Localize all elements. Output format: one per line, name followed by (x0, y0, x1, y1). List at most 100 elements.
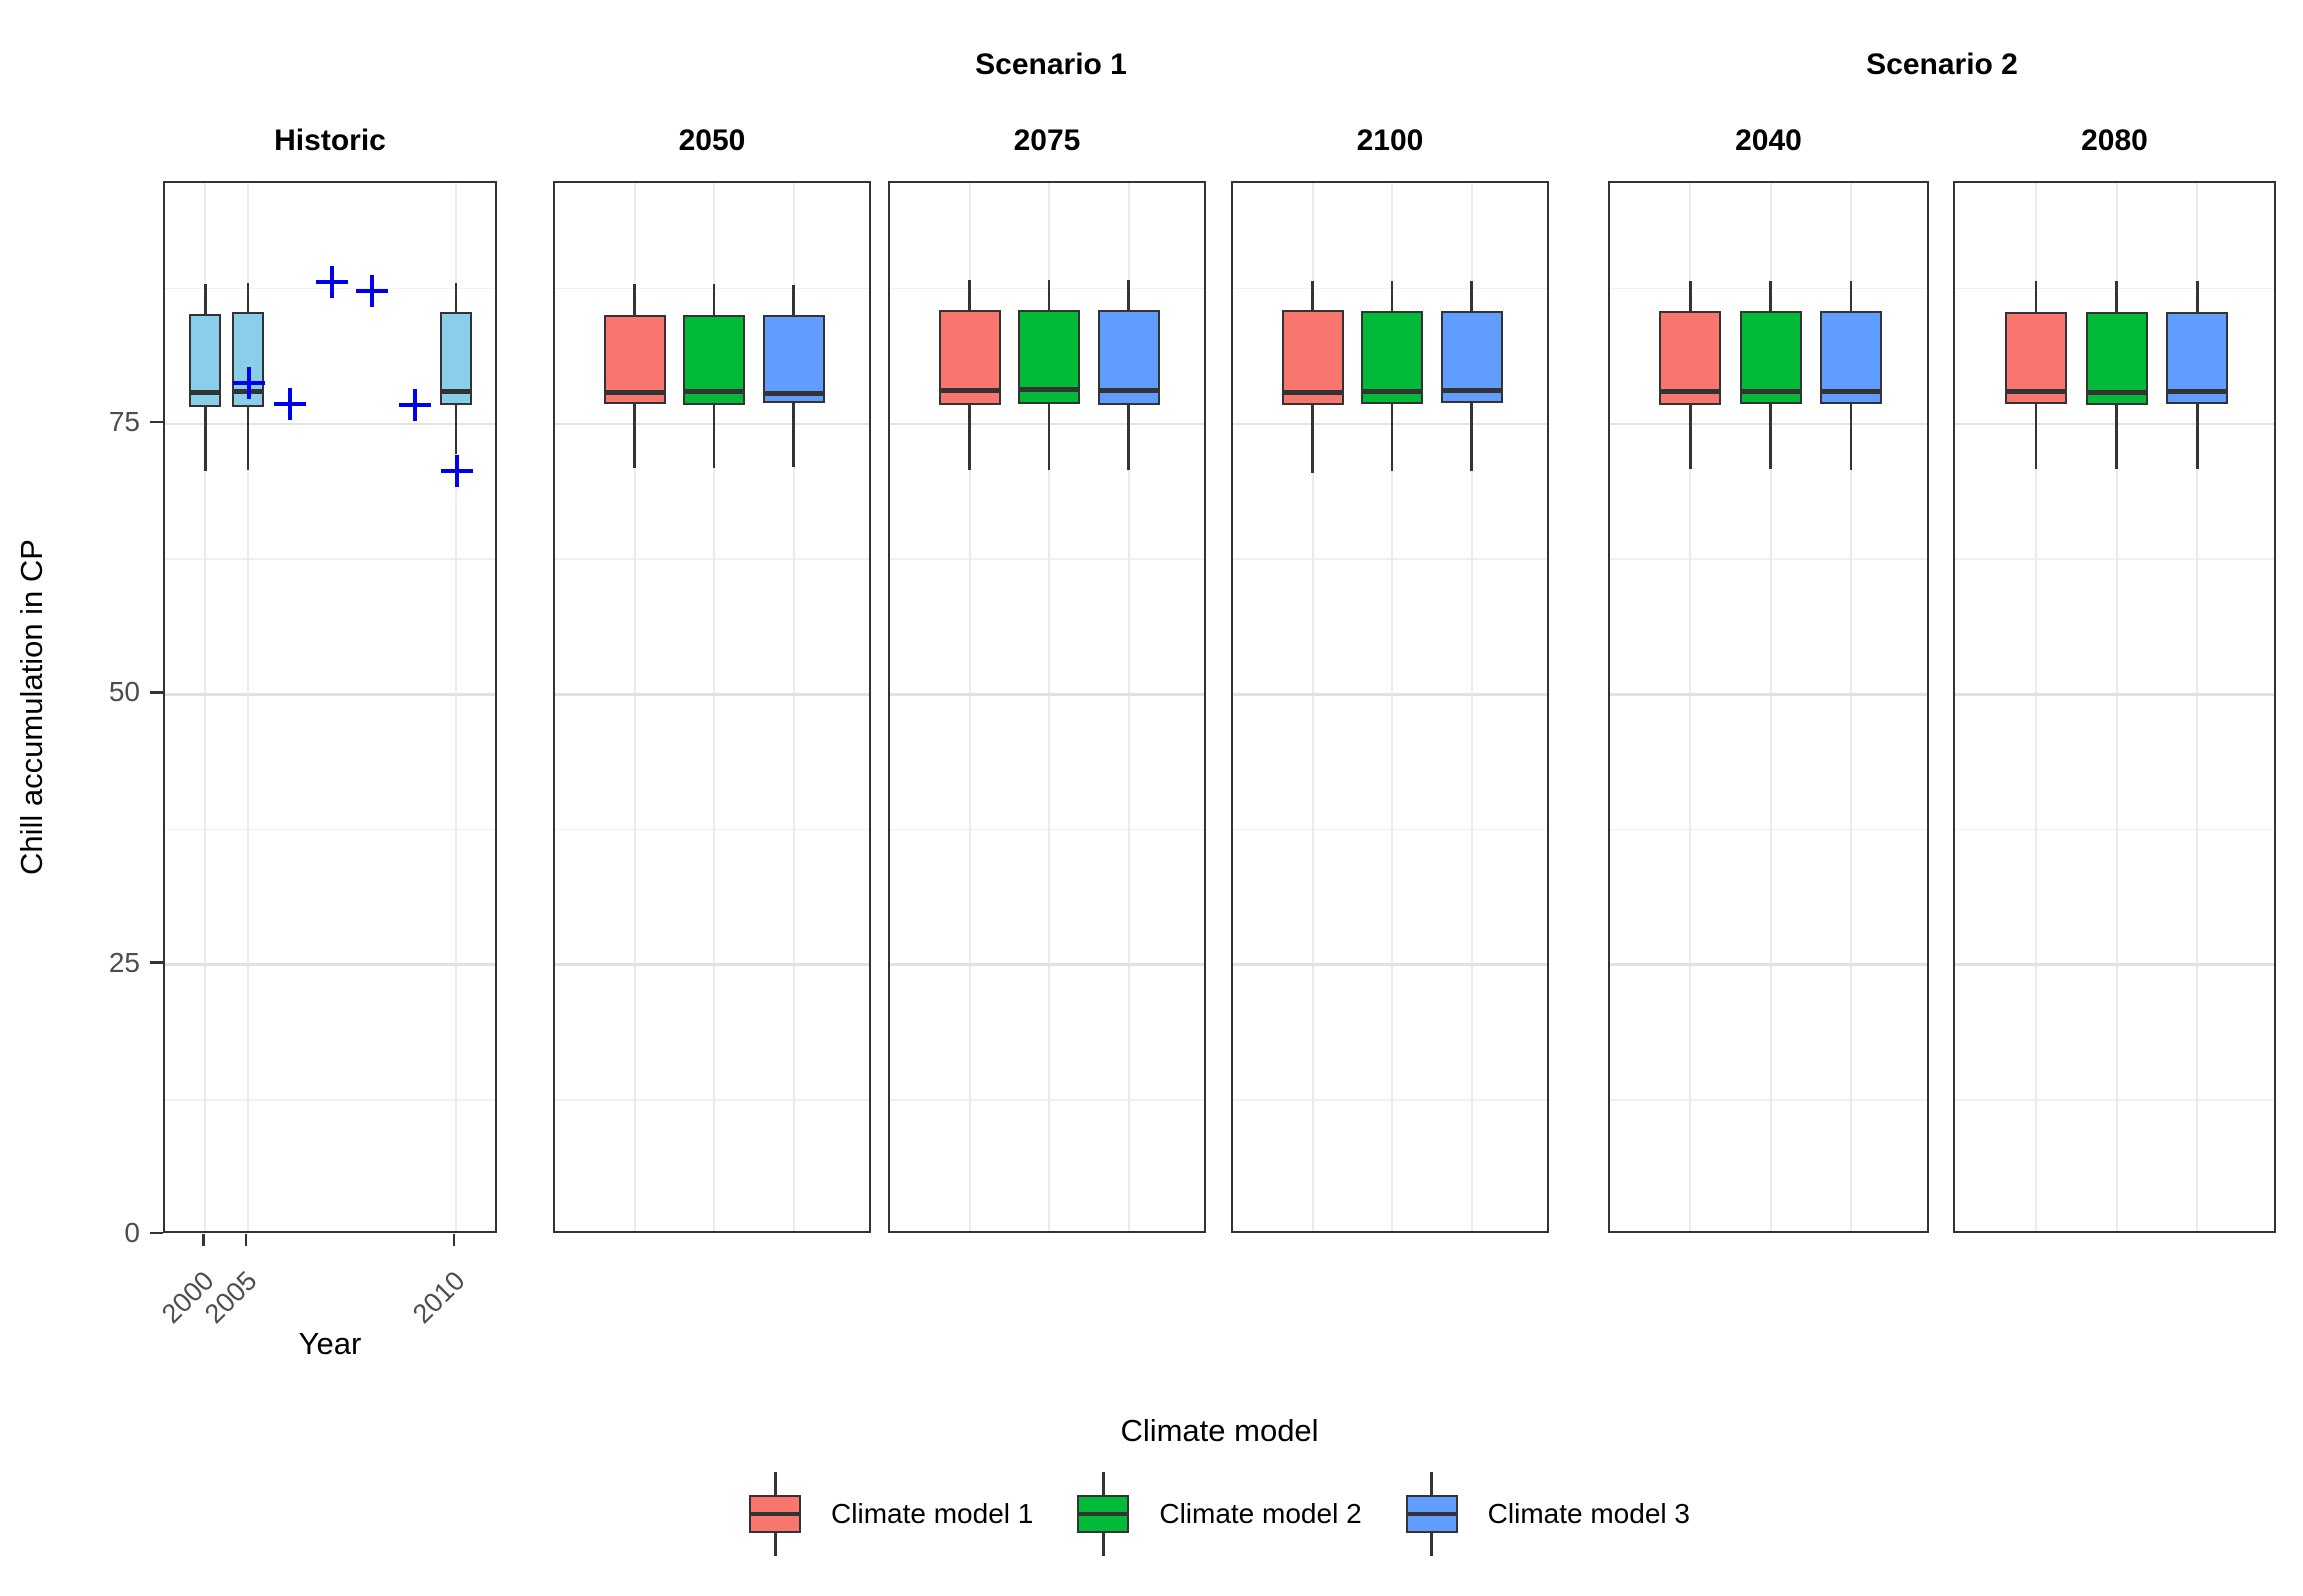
gridline-minor (165, 828, 495, 831)
boxplot-lower-whisker (1769, 404, 1772, 470)
boxplot-lower-whisker (1689, 405, 1692, 470)
legend-item-climate-model-2: Climate model 2 (1077, 1472, 1362, 1556)
y-axis-tick (150, 961, 163, 964)
gridline-minor (555, 287, 869, 290)
outlier-point-plus-icon (356, 274, 389, 307)
gridline-major (1233, 963, 1547, 966)
boxplot-median-line (603, 390, 666, 395)
gridline-minor (890, 558, 1204, 560)
gridline-minor (1610, 558, 1927, 560)
gridline-vertical (2115, 183, 2118, 1231)
gridline-vertical (792, 183, 795, 1231)
boxplot-median-line (762, 391, 825, 397)
boxplot-box-2050-model-3 (762, 314, 825, 404)
facet-panel-2040 (1608, 181, 1929, 1233)
facet-panel-historic (163, 181, 497, 1233)
gridline-major (1610, 963, 1927, 966)
boxplot-upper-whisker (454, 283, 458, 313)
gridline-major (555, 422, 869, 426)
boxplot-lower-whisker (2034, 404, 2037, 470)
boxplot-lower-whisker (246, 406, 250, 471)
boxplot-lower-whisker (1127, 405, 1130, 471)
gridline-minor (1610, 828, 1927, 831)
gridline-minor (165, 1099, 495, 1101)
legend-key-boxplot-icon (749, 1472, 802, 1556)
boxplot-median-line (189, 390, 222, 395)
plus-horizontal-stroke (273, 402, 306, 407)
gridline-vertical (968, 183, 971, 1231)
gridline-vertical (204, 183, 207, 1231)
boxplot-upper-whisker (1127, 280, 1130, 311)
legend-key-median (1407, 1512, 1456, 1516)
gridline-vertical (1470, 183, 1473, 1231)
gridline-major (1955, 963, 2274, 966)
gridline-major (555, 963, 869, 966)
boxplot-lower-whisker (633, 404, 636, 469)
gridline-major (1233, 422, 1547, 426)
boxplot-upper-whisker (712, 284, 716, 315)
gridline-minor (890, 828, 1204, 831)
gridline-major (165, 963, 495, 966)
gridline-major (1955, 692, 2274, 696)
y-axis-tick (150, 1231, 163, 1235)
legend-item-climate-model-3: Climate model 3 (1405, 1472, 1690, 1556)
legend-key-median (751, 1512, 800, 1516)
y-tick-label: 0 (124, 1217, 140, 1248)
boxplot-median-line (439, 388, 472, 394)
x-axis-tick (244, 1234, 248, 1246)
boxplot-lower-whisker (1390, 404, 1394, 472)
gridline-major (555, 692, 869, 696)
boxplot-upper-whisker (1689, 281, 1692, 312)
legend-item-label: Climate model 2 (1159, 1498, 1362, 1529)
boxplot-upper-whisker (968, 280, 971, 311)
boxplot-lower-whisker (1470, 403, 1473, 472)
x-axis-title: Year (298, 1326, 362, 1361)
boxplot-box-2040-model-2 (1739, 311, 1802, 405)
plus-horizontal-stroke (232, 380, 265, 385)
boxplot-upper-whisker (1769, 281, 1772, 312)
boxplot-lower-whisker (2115, 405, 2118, 470)
gridline-major (165, 692, 495, 696)
gridline-vertical (1048, 183, 1050, 1231)
gridline-minor (1955, 558, 2274, 560)
plus-horizontal-stroke (316, 280, 348, 285)
x-axis-tick (202, 1234, 205, 1246)
outlier-point-plus-icon (273, 388, 306, 421)
gridline-major (890, 963, 1204, 966)
boxplot-median-line (1097, 387, 1160, 393)
y-tick-label: 50 (108, 676, 140, 708)
gridline-minor (555, 828, 869, 831)
boxplot-upper-whisker (1311, 281, 1314, 311)
gridline-vertical (633, 183, 636, 1231)
x-axis-tick (452, 1234, 456, 1246)
legend: Climate model Climate model 1 Climate mod… (163, 1414, 2276, 1556)
outlier-point-plus-icon (232, 366, 265, 399)
gridline-vertical (1127, 183, 1130, 1231)
facet-panel-2050 (553, 181, 871, 1233)
boxplot-upper-whisker (1390, 281, 1394, 312)
gridline-minor (1610, 287, 1927, 290)
boxplot-upper-whisker (2196, 281, 2199, 313)
boxplot-upper-whisker (246, 283, 250, 313)
outlier-point-plus-icon (440, 455, 473, 488)
facet-panel-2075 (888, 181, 1206, 1233)
facet-panel-2080 (1953, 181, 2276, 1233)
boxplot-median-line (1281, 390, 1344, 395)
gridline-minor (165, 558, 495, 560)
boxplot-lower-whisker (1047, 404, 1051, 471)
y-axis-tick (150, 420, 163, 424)
outlier-point-plus-icon (399, 389, 432, 422)
boxplot-upper-whisker (1470, 281, 1473, 312)
boxplot-upper-whisker (633, 284, 636, 315)
plus-horizontal-stroke (399, 403, 432, 408)
facet-panel-2100 (1231, 181, 1549, 1233)
legend-key-median (1079, 1512, 1128, 1516)
gridline-minor (1955, 828, 2274, 831)
legend-key-boxplot-icon (1405, 1472, 1458, 1556)
boxplot-upper-whisker (2034, 281, 2037, 313)
gridline-minor (1233, 828, 1547, 831)
boxplot-lower-whisker (2196, 404, 2199, 470)
boxplot-upper-whisker (1047, 280, 1051, 311)
gridline-vertical (1769, 183, 1772, 1231)
